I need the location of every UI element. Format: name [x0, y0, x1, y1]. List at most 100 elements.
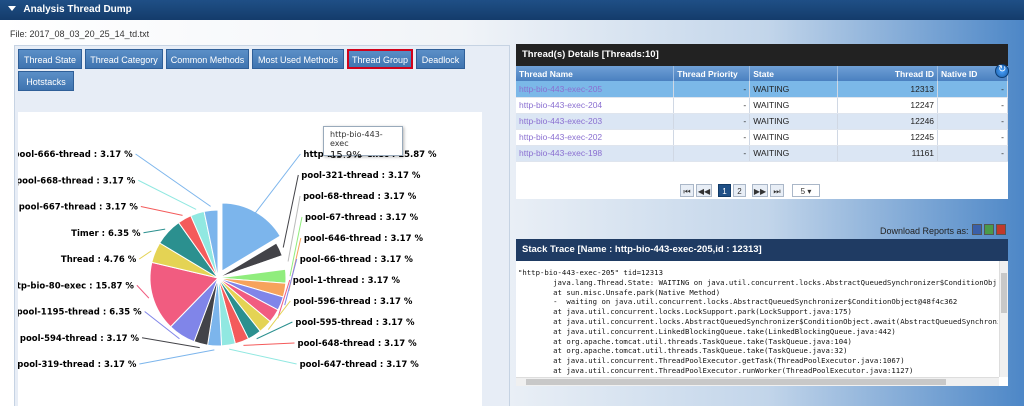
- thread-group-pie-chart: http-bio-443-exec : 15.87 %pool-321-thre…: [18, 112, 482, 406]
- native-id-cell: -: [937, 97, 1008, 114]
- pie-connector: [140, 206, 183, 216]
- stack-line: at java.util.concurrent.locks.LockSuppor…: [518, 307, 852, 317]
- pie-connector: [135, 153, 211, 207]
- stack-trace-text[interactable]: "http-bio-443-exec-205" tid=12313 java.l…: [518, 268, 998, 378]
- pie-label: pool-319-thread : 3.17 %: [18, 360, 137, 370]
- thread-name-cell[interactable]: http-bio-443-exec-198: [516, 145, 675, 162]
- tab-thread-state[interactable]: Thread State: [18, 49, 82, 69]
- stack-line: "http-bio-443-exec-205" tid=12313: [518, 268, 663, 277]
- vertical-scrollbar[interactable]: [999, 261, 1008, 377]
- pie-label: Thread : 4.76 %: [61, 255, 137, 265]
- pie-label: pool-668-thread : 3.17 %: [18, 176, 136, 186]
- thread-id-cell: 12246: [837, 113, 939, 130]
- window-titlebar[interactable]: Analysis Thread Dump: [0, 0, 1024, 20]
- table-row[interactable]: http-bio-443-exec-198- WAITING 11161-: [516, 145, 1008, 162]
- refresh-icon[interactable]: [995, 64, 1009, 78]
- tab-thread-category[interactable]: Thread Category: [85, 49, 163, 69]
- thread-name-cell[interactable]: http-bio-443-exec-204: [516, 97, 675, 114]
- stack-line: at java.util.concurrent.locks.AbstractQu…: [518, 316, 998, 326]
- page-size-select[interactable]: 5 ▾: [792, 184, 820, 197]
- stack-trace-panel: Stack Trace [Name : http-bio-443-exec-20…: [516, 239, 1008, 386]
- stack-line: at java.util.concurrent.ThreadPoolExecut…: [518, 356, 905, 366]
- table-row[interactable]: http-bio-443-exec-205- WAITING 12313-: [516, 81, 1008, 98]
- stack-line: at org.apache.tomcat.util.threads.TaskQu…: [518, 336, 852, 346]
- horizontal-scroll-thumb[interactable]: [526, 379, 946, 385]
- thread-state-cell: WAITING: [749, 113, 839, 130]
- pie-slice-http-bio-443-exec[interactable]: [221, 202, 281, 272]
- last-page-button[interactable]: ⏭: [770, 184, 784, 197]
- thread-name-cell[interactable]: http-bio-443-exec-202: [516, 129, 675, 146]
- tooltip-value: 15.9%: [330, 150, 362, 161]
- download-excel-icon[interactable]: [984, 224, 994, 235]
- thread-priority-cell: -: [673, 113, 751, 130]
- main-content: File: 2017_08_03_20_25_14_td.txt Thread …: [0, 20, 1024, 406]
- tab-common-methods[interactable]: Common Methods: [166, 49, 249, 69]
- table-row[interactable]: http-bio-443-exec-203- WAITING 12246-: [516, 113, 1008, 130]
- col-native-id[interactable]: Native ID: [937, 66, 1008, 81]
- thread-priority-cell: -: [673, 97, 751, 114]
- collapse-caret-icon[interactable]: [8, 6, 16, 11]
- thread-priority-cell: -: [673, 81, 751, 98]
- chart-tooltip: http-bio-443-exec 15.9%: [323, 126, 403, 161]
- pie-slice-http-bio-80-exec[interactable]: [149, 261, 219, 328]
- pie-connector: [256, 321, 293, 340]
- pie-connector: [287, 195, 301, 262]
- pie-slice-pool-666-thread[interactable]: [203, 209, 219, 279]
- pie-label: Timer : 6.35 %: [71, 229, 141, 239]
- page-1-button[interactable]: 1: [718, 184, 731, 197]
- col-thread-id[interactable]: Thread ID: [837, 66, 939, 81]
- analysis-panel: Thread State Thread Category Common Meth…: [14, 45, 510, 406]
- tab-thread-group[interactable]: Thread Group: [347, 49, 413, 69]
- window-title: Analysis Thread Dump: [23, 4, 132, 15]
- col-thread-priority[interactable]: Thread Priority: [673, 66, 751, 81]
- stack-line: at org.apache.tomcat.util.threads.TaskQu…: [518, 346, 848, 356]
- pie-label: pool-648-thread : 3.17 %: [298, 339, 418, 349]
- thread-state-cell: WAITING: [749, 81, 839, 98]
- thread-priority-cell: -: [673, 129, 751, 146]
- horizontal-scrollbar[interactable]: [516, 377, 999, 386]
- vertical-scroll-thumb[interactable]: [1001, 273, 1007, 313]
- thread-name-cell[interactable]: http-bio-443-exec-205: [516, 81, 675, 98]
- thread-state-cell: WAITING: [749, 97, 839, 114]
- pie-connector: [141, 337, 200, 349]
- pie-label: http-bio-80-exec : 15.87 %: [18, 281, 134, 291]
- thread-state-cell: WAITING: [749, 145, 839, 162]
- thread-details-panel: Thread(s) Details [Threads:10] Thread Na…: [516, 44, 1008, 199]
- pie-connector: [139, 349, 215, 365]
- pie-label: pool-667-thread : 3.17 %: [19, 203, 139, 213]
- stack-line: at java.util.concurrent.ThreadPoolExecut…: [518, 365, 914, 375]
- tab-hotstacks[interactable]: Hotstacks: [18, 71, 74, 91]
- thread-name-cell[interactable]: http-bio-443-exec-203: [516, 113, 675, 130]
- native-id-cell: -: [937, 145, 1008, 162]
- col-state[interactable]: State: [749, 66, 839, 81]
- native-id-cell: -: [937, 113, 1008, 130]
- pie-label: pool-594-thread : 3.17 %: [20, 334, 140, 344]
- thread-details-title: Thread(s) Details [Threads:10]: [516, 44, 1008, 66]
- download-label: Download Reports as:: [880, 226, 969, 236]
- thread-id-cell: 12313: [837, 81, 939, 98]
- table-row[interactable]: http-bio-443-exec-204- WAITING 12247-: [516, 97, 1008, 114]
- thread-table-header: Thread Name Thread Priority State Thread…: [516, 66, 1008, 81]
- pie-connector: [267, 300, 291, 330]
- tab-most-used-methods[interactable]: Most Used Methods: [252, 49, 344, 69]
- download-word-icon[interactable]: [972, 224, 982, 235]
- first-page-button[interactable]: ⏮: [680, 184, 694, 197]
- stack-line: java.lang.Thread.State: WAITING on java.…: [518, 277, 997, 287]
- thread-priority-cell: -: [673, 145, 751, 162]
- next-page-button[interactable]: ▶▶: [752, 184, 768, 197]
- tab-deadlock[interactable]: Deadlock: [416, 49, 465, 69]
- pie-label: pool-646-thread : 3.17 %: [304, 234, 424, 244]
- pie-connector: [143, 228, 166, 234]
- pie-connector: [138, 179, 197, 210]
- tooltip-name: http-bio-443-exec: [330, 130, 383, 148]
- col-thread-name[interactable]: Thread Name: [516, 66, 675, 81]
- pie-connector: [284, 258, 298, 306]
- thread-table: Thread Name Thread Priority State Thread…: [516, 66, 1008, 162]
- table-row[interactable]: http-bio-443-exec-202- WAITING 12245-: [516, 129, 1008, 146]
- pie-connector: [144, 311, 180, 340]
- prev-page-button[interactable]: ◀◀: [696, 184, 712, 197]
- pie-label: pool-68-thread : 3.17 %: [303, 192, 417, 202]
- stack-line: at java.util.concurrent.LinkedBlockingQu…: [518, 326, 896, 336]
- download-pdf-icon[interactable]: [996, 224, 1006, 235]
- page-2-button[interactable]: 2: [733, 184, 746, 197]
